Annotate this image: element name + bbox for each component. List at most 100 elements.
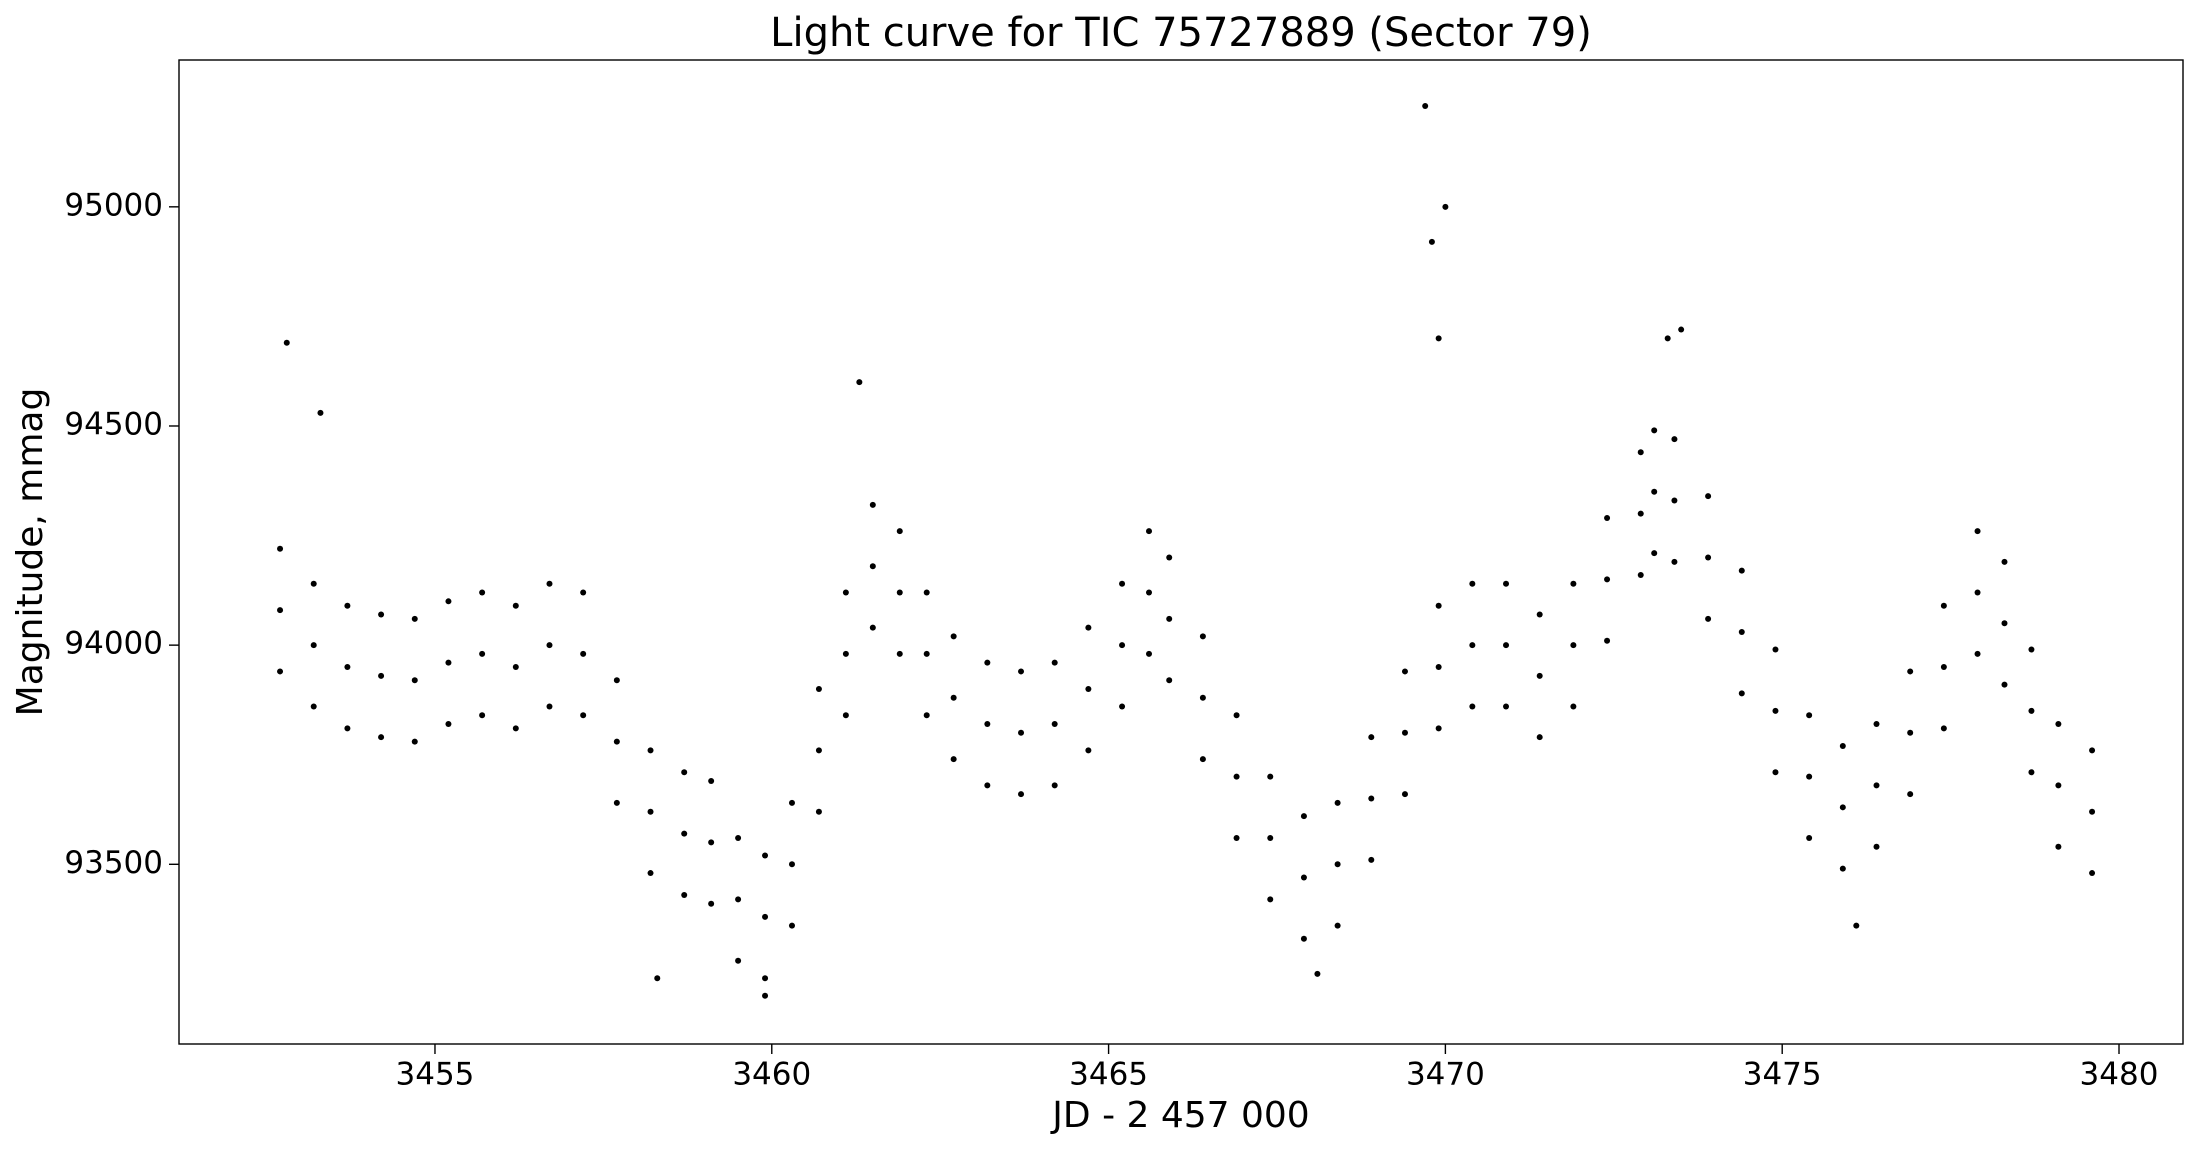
data-point bbox=[923, 589, 930, 596]
data-point bbox=[1873, 782, 1880, 789]
data-point bbox=[869, 501, 876, 508]
data-point bbox=[2001, 558, 2008, 565]
data-point bbox=[1314, 970, 1321, 977]
data-point bbox=[788, 861, 795, 868]
data-point bbox=[2089, 747, 2096, 754]
data-point bbox=[1806, 773, 1813, 780]
x-axis-label: JD - 2 457 000 bbox=[1050, 1095, 1309, 1136]
data-point bbox=[1503, 703, 1510, 710]
data-point bbox=[1401, 791, 1408, 798]
data-point bbox=[1806, 712, 1813, 719]
data-point bbox=[1051, 782, 1058, 789]
data-point bbox=[613, 738, 620, 745]
data-point bbox=[1146, 650, 1153, 657]
data-point bbox=[654, 975, 661, 982]
chart-title: Light curve for TIC 75727889 (Sector 79) bbox=[770, 10, 1592, 56]
data-point bbox=[445, 659, 452, 666]
data-point bbox=[1442, 203, 1449, 210]
data-point bbox=[1018, 668, 1025, 675]
data-point bbox=[1907, 668, 1914, 675]
data-point bbox=[984, 721, 991, 728]
data-point bbox=[1678, 326, 1685, 333]
data-point bbox=[1119, 642, 1126, 649]
data-point bbox=[2028, 707, 2035, 714]
data-point bbox=[1940, 664, 1947, 671]
data-point bbox=[479, 650, 486, 657]
data-point bbox=[815, 685, 822, 692]
data-point bbox=[411, 677, 418, 684]
data-point bbox=[1018, 791, 1025, 798]
data-point bbox=[1806, 834, 1813, 841]
data-point bbox=[1166, 677, 1173, 684]
data-point bbox=[896, 650, 903, 657]
data-point bbox=[1267, 773, 1274, 780]
data-point bbox=[1974, 589, 1981, 596]
data-point bbox=[1085, 685, 1092, 692]
data-point bbox=[613, 799, 620, 806]
data-point bbox=[842, 650, 849, 657]
data-point bbox=[869, 563, 876, 570]
data-point bbox=[1907, 729, 1914, 736]
data-point bbox=[1166, 554, 1173, 561]
data-point bbox=[1536, 611, 1543, 618]
data-point bbox=[1651, 488, 1658, 495]
data-point bbox=[1146, 589, 1153, 596]
data-point bbox=[735, 957, 742, 964]
data-point bbox=[1422, 103, 1429, 110]
data-point bbox=[1018, 729, 1025, 736]
data-point bbox=[1300, 813, 1307, 820]
data-point bbox=[344, 602, 351, 609]
data-point bbox=[647, 808, 654, 815]
data-point bbox=[1267, 834, 1274, 841]
data-point bbox=[1671, 558, 1678, 565]
data-point bbox=[950, 694, 957, 701]
y-axis-label: Magnitude, mmag bbox=[10, 388, 51, 717]
data-point bbox=[1738, 567, 1745, 574]
data-point bbox=[1570, 703, 1577, 710]
data-point bbox=[277, 607, 284, 614]
data-point bbox=[1671, 436, 1678, 443]
data-point bbox=[1651, 550, 1658, 557]
data-point bbox=[1334, 922, 1341, 929]
data-point bbox=[1940, 602, 1947, 609]
data-point bbox=[1570, 580, 1577, 587]
data-point bbox=[647, 870, 654, 877]
x-tick-label: 3475 bbox=[1743, 1057, 1822, 1093]
data-point bbox=[512, 725, 519, 732]
x-tick-label: 3465 bbox=[1069, 1057, 1148, 1093]
data-point bbox=[708, 839, 715, 846]
data-point bbox=[735, 896, 742, 903]
data-point bbox=[681, 830, 688, 837]
data-point bbox=[1536, 672, 1543, 679]
data-point bbox=[2001, 620, 2008, 627]
data-point bbox=[1637, 449, 1644, 456]
data-point bbox=[1051, 659, 1058, 666]
data-point bbox=[923, 712, 930, 719]
data-point bbox=[1401, 729, 1408, 736]
data-point bbox=[1671, 497, 1678, 504]
data-point bbox=[1839, 804, 1846, 811]
data-point bbox=[317, 409, 324, 416]
data-point bbox=[984, 659, 991, 666]
data-point bbox=[277, 545, 284, 552]
data-point bbox=[1267, 896, 1274, 903]
data-point bbox=[708, 900, 715, 907]
data-point bbox=[1570, 642, 1577, 649]
data-point bbox=[344, 725, 351, 732]
data-point bbox=[735, 834, 742, 841]
data-point bbox=[1368, 734, 1375, 741]
data-point bbox=[788, 922, 795, 929]
data-point bbox=[445, 598, 452, 605]
data-point bbox=[1853, 922, 1860, 929]
data-point bbox=[411, 738, 418, 745]
data-point bbox=[1940, 725, 1947, 732]
data-point bbox=[2028, 646, 2035, 653]
data-point bbox=[1199, 694, 1206, 701]
data-point bbox=[1974, 650, 1981, 657]
data-point bbox=[1503, 642, 1510, 649]
data-point bbox=[580, 650, 587, 657]
data-point bbox=[479, 589, 486, 596]
x-tick-label: 3455 bbox=[396, 1057, 475, 1093]
